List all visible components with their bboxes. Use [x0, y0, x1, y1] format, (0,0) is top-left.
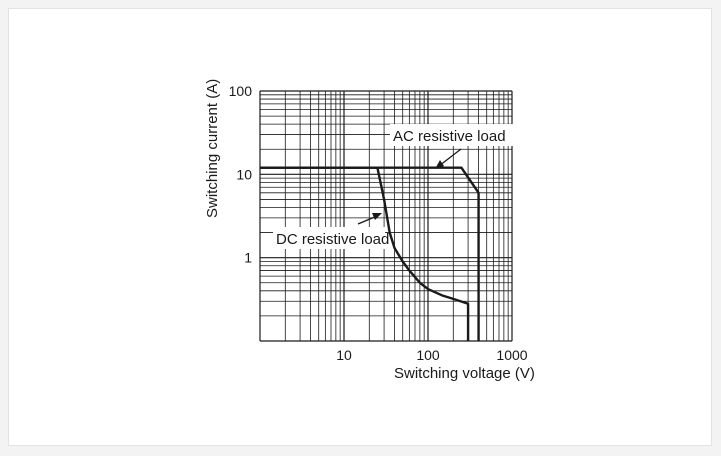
ac-annotation-label: AC resistive load [393, 128, 506, 145]
switching-capacity-chart: 10 100 1000 1 10 100 AC resistive load DC res… [204, 79, 535, 382]
ac-label-background [390, 124, 516, 146]
y-tick-label: 1 [244, 250, 252, 266]
x-tick-label: 100 [416, 347, 440, 363]
y-tick-label: 100 [229, 83, 253, 99]
y-axis-label: Switching current (A) [204, 79, 221, 218]
series-layer [260, 166, 480, 341]
ac-annotation-arrow [438, 148, 462, 167]
x-tick-label: 1000 [496, 347, 527, 363]
dc-annotation-label: DC resistive load [276, 231, 389, 248]
tick-labels: 10 100 1000 1 10 100 [229, 83, 528, 363]
x-tick-label: 10 [336, 347, 352, 363]
dc-resistive-load-line [260, 166, 470, 341]
ac-annotation: AC resistive load [390, 124, 516, 169]
dc-arrow-head [372, 213, 382, 220]
dc-label-background [273, 227, 385, 249]
dc-annotation-arrow [357, 215, 378, 225]
x-axis-label: Switching voltage (V) [394, 365, 535, 382]
ac-arrow-head [435, 160, 444, 169]
y-tick-label: 10 [236, 166, 252, 182]
dc-annotation: DC resistive load [273, 213, 389, 249]
chart-frame: 10 100 1000 1 10 100 AC resistive load DC res… [8, 8, 712, 446]
